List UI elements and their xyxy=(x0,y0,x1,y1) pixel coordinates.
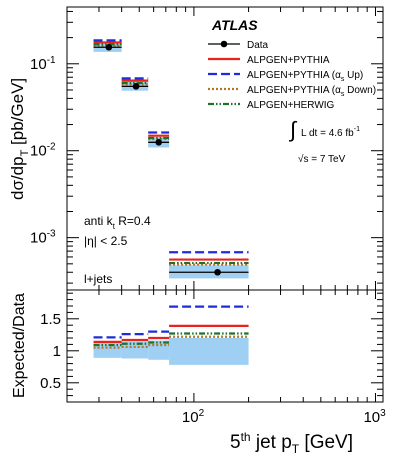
y-tick-label: 10-2 xyxy=(30,142,56,160)
legend-series-sub: s xyxy=(341,91,345,98)
lumi-integral: ∫ xyxy=(288,117,298,142)
x-axis-label-sub: T xyxy=(292,442,300,456)
x-tick-label: 102 xyxy=(182,408,205,426)
x-tick-base: 10 xyxy=(182,409,199,426)
jet-algo-main: anti k xyxy=(84,214,114,228)
lumi-text: L dt = 4.6 fb-1 xyxy=(301,126,360,139)
legend-series-name: ALPGEN+HERWIG xyxy=(247,100,335,111)
data-point xyxy=(214,268,221,276)
x-axis-label-sup: th xyxy=(241,430,251,444)
ratio-uncertainty-band xyxy=(169,338,249,365)
energy-value: = 7 TeV xyxy=(309,154,346,165)
y-tick-base: 10 xyxy=(30,143,47,160)
data-point xyxy=(155,138,163,146)
ratio-y-tick-label: 1.5 xyxy=(40,311,61,328)
eta-cut-label: |η| < 2.5 xyxy=(84,234,128,248)
energy-prefix: √s xyxy=(298,153,309,165)
legend-series-tail: Down) xyxy=(344,85,376,96)
experiment-label: ATLAS xyxy=(211,17,258,33)
legend-series-3-label: ALPGEN+HERWIG xyxy=(247,100,335,111)
legend-series-name: ALPGEN+PYTHIA (α xyxy=(247,85,341,96)
jet-algo-label: anti kt R=0.4 xyxy=(84,214,151,231)
y-tick-exp: -2 xyxy=(47,142,56,153)
ratio-uncertainty-band xyxy=(121,341,149,359)
x-tick-exp: 2 xyxy=(199,408,205,419)
x-axis-label: 5th jet pT [GeV] xyxy=(230,430,353,456)
x-tick-exp: 3 xyxy=(380,408,386,419)
legend-series-tail: Up) xyxy=(344,70,363,81)
legend-series-name: ALPGEN+PYTHIA (α xyxy=(247,70,341,81)
legend-data-marker xyxy=(220,40,228,48)
x-tick-label: 103 xyxy=(363,408,386,426)
legend-series-0-label: ALPGEN+PYTHIA xyxy=(247,55,330,66)
y-tick-base: 10 xyxy=(30,230,47,247)
data-point xyxy=(132,83,140,90)
energy-text: √s = 7 TeV xyxy=(298,153,346,165)
x-tick-base: 10 xyxy=(363,409,380,426)
legend-series-2-label: ALPGEN+PYTHIA (αs Down) xyxy=(247,85,376,98)
legend-series-1-label: ALPGEN+PYTHIA (αs Up) xyxy=(247,70,363,83)
y-tick-exp: -3 xyxy=(47,229,56,240)
y-axis-label: dσ/dpT [pb/GeV] xyxy=(8,78,31,200)
y-axis-label-sub: T xyxy=(19,149,31,156)
y-tick-label: 10-1 xyxy=(30,55,56,73)
ratio-y-axis-label: Expected/Data xyxy=(11,293,28,398)
bottom-panel-frame xyxy=(66,289,384,403)
y-tick-exp: -1 xyxy=(47,55,56,66)
ratio-uncertainty-band xyxy=(93,342,122,358)
y-tick-label: 10-3 xyxy=(30,229,56,247)
lumi-text-exp: -1 xyxy=(354,126,360,133)
y-axis-label-unit: [pb/GeV] xyxy=(8,78,27,150)
jet-algo-rest: R=0.4 xyxy=(115,214,151,228)
legend-series-name: ALPGEN+PYTHIA xyxy=(247,55,330,66)
y-axis-label-main: dσ/dp xyxy=(8,156,27,200)
jet-algo-sub: t xyxy=(113,222,116,231)
legend-data-label: Data xyxy=(247,40,269,51)
data-point xyxy=(105,43,113,51)
ratio-y-tick-label: 1 xyxy=(53,343,61,360)
x-axis-label-unit: [GeV] xyxy=(299,432,353,453)
channel-label: l+jets xyxy=(84,272,112,286)
y-tick-base: 10 xyxy=(30,56,47,73)
ratio-y-tick-label: 0.5 xyxy=(40,375,61,392)
x-axis-label-rest: jet p xyxy=(251,432,292,453)
x-axis-label-main: 5 xyxy=(230,432,241,453)
lumi-text-main: L dt = 4.6 fb xyxy=(301,128,354,139)
legend-series-sub: s xyxy=(341,76,345,83)
